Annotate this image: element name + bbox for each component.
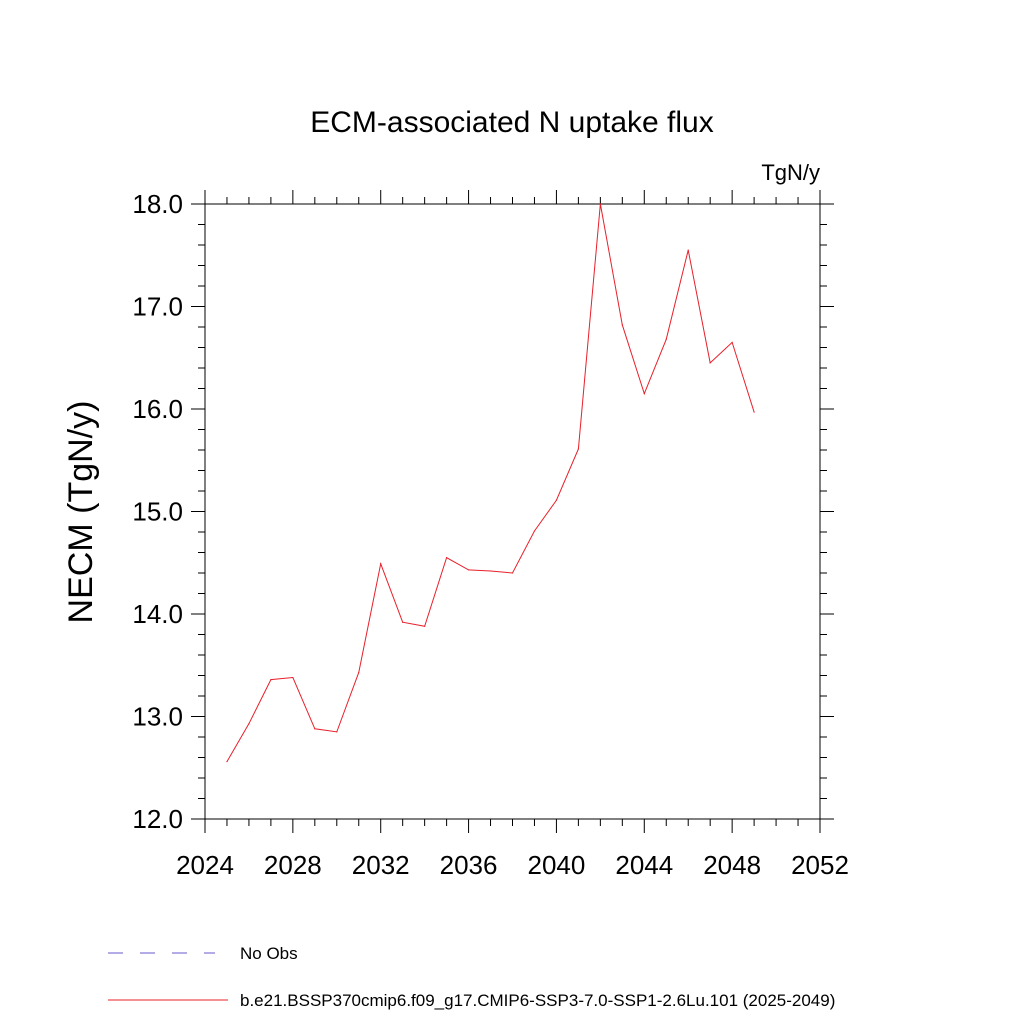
y-tick-label: 15.0	[132, 497, 183, 527]
data-point	[753, 411, 755, 413]
x-tick-label: 2036	[440, 850, 498, 880]
data-point	[380, 563, 382, 565]
data-point	[533, 530, 536, 532]
y-tick-label: 16.0	[132, 394, 183, 424]
data-point	[621, 324, 623, 326]
data-series	[226, 203, 755, 763]
data-point	[555, 499, 558, 501]
data-point	[731, 341, 733, 343]
data-point	[314, 728, 316, 730]
axis-ticks	[191, 190, 834, 833]
y-tick-label: 18.0	[132, 189, 183, 219]
data-point	[226, 761, 228, 763]
data-point	[248, 723, 250, 725]
data-point	[270, 679, 272, 681]
data-point	[358, 671, 360, 674]
y-axis-label: NECM (TgN/y)	[62, 401, 100, 624]
x-tick-label: 2044	[615, 850, 673, 880]
x-tick-label: 2032	[352, 850, 410, 880]
y-tick-label: 14.0	[132, 599, 183, 629]
units-label: TgN/y	[761, 160, 820, 185]
x-tick-label: 2028	[264, 850, 322, 880]
series-line	[226, 203, 755, 762]
x-tick-label: 2052	[791, 850, 849, 880]
chart-title: ECM-associated N uptake flux	[310, 106, 714, 139]
data-point	[687, 249, 689, 251]
y-tick-label: 13.0	[132, 702, 183, 732]
data-point	[665, 338, 667, 340]
data-point	[489, 570, 492, 572]
data-point	[402, 621, 404, 623]
plot-frame	[204, 203, 821, 820]
x-tick-label: 2048	[703, 850, 761, 880]
legend: No Obs b.e21.BSSP370cmip6.f09_g17.CMIP6-S…	[108, 944, 835, 1010]
data-point	[424, 625, 426, 627]
data-point	[599, 203, 601, 205]
x-tick-label: 2040	[528, 850, 586, 880]
data-point	[577, 448, 579, 450]
legend-label: b.e21.BSSP370cmip6.f09_g17.CMIP6-SSP3-7.…	[240, 991, 835, 1010]
data-point	[643, 393, 645, 395]
y-tick-label: 17.0	[132, 292, 183, 322]
data-point	[511, 572, 514, 574]
legend-label: No Obs	[240, 944, 298, 963]
axis-tick-labels: 2024 2028 2032 2036 2040 2044 2048 2052 12.0 13.0…	[132, 189, 849, 880]
data-point	[336, 731, 338, 733]
data-point	[446, 557, 448, 559]
data-point	[292, 676, 294, 679]
y-tick-label: 12.0	[132, 804, 183, 834]
data-point	[709, 362, 711, 364]
x-tick-label: 2024	[176, 850, 234, 880]
data-point	[467, 569, 470, 571]
